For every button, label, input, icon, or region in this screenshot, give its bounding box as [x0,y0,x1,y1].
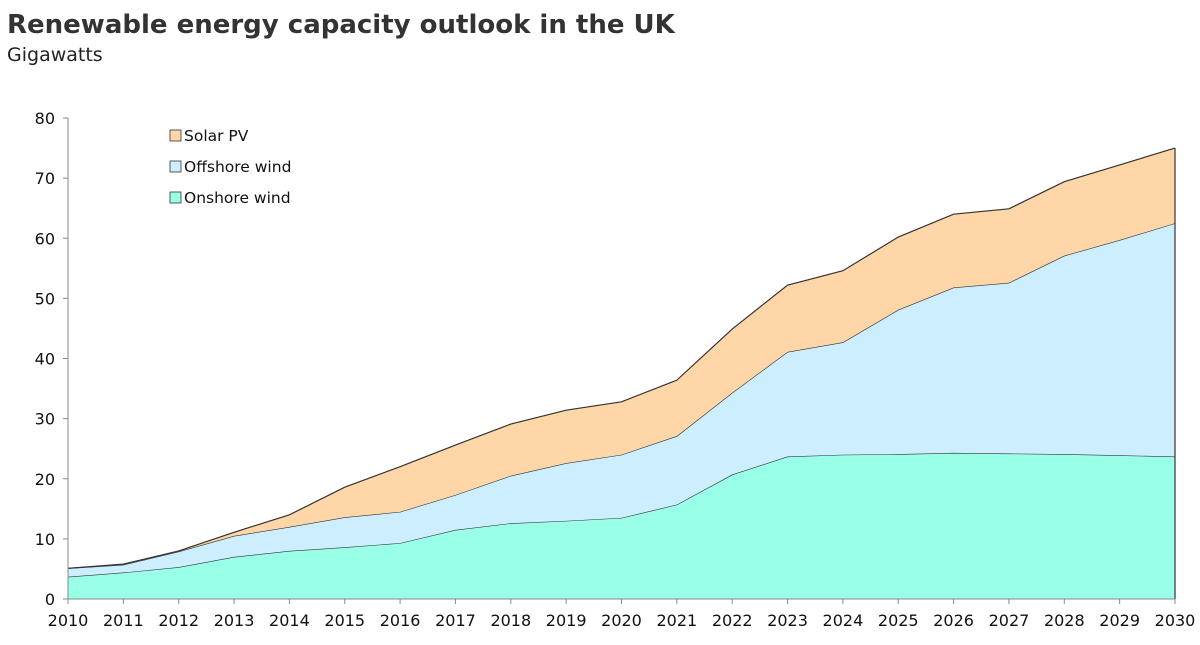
y-tick-label: 80 [35,109,55,128]
x-tick-label: 2018 [490,611,531,630]
y-tick-label: 10 [35,530,55,549]
x-tick-label: 2023 [767,611,808,630]
y-tick-label: 70 [35,169,55,188]
legend-label: Onshore wind [184,189,291,207]
x-tick-label: 2013 [214,611,255,630]
x-tick-label: 2022 [712,611,753,630]
x-tick-label: 2026 [933,611,974,630]
x-tick-label: 2027 [989,611,1030,630]
legend-swatch [169,160,182,173]
chart-title: Renewable energy capacity outlook in the… [7,10,675,40]
x-tick-label: 2012 [158,611,199,630]
area-offshore-wind [68,223,1175,577]
legend-swatch [169,191,182,204]
x-tick-label: 2021 [656,611,697,630]
x-tick-label: 2014 [269,611,310,630]
area-solar-pv [68,148,1175,569]
x-tick-label: 2015 [324,611,365,630]
y-tick-label: 40 [35,350,55,369]
series-line-solar-pv [67,147,1176,569]
x-tick-label: 2024 [823,611,864,630]
legend-label: Solar PV [184,127,249,145]
x-tick-label: 2016 [380,611,421,630]
y-tick-label: 30 [35,410,55,429]
legend-swatch [169,129,182,142]
x-tick-label: 2010 [48,611,89,630]
x-tick-label: 2017 [435,611,476,630]
x-tick-label: 2025 [878,611,919,630]
y-tick-label: 0 [45,590,55,609]
area-onshore-wind [68,452,1175,599]
y-tick-label: 20 [35,470,55,489]
legend-label: Offshore wind [184,158,291,176]
x-tick-label: 2020 [601,611,642,630]
x-tick-label: 2019 [546,611,587,630]
x-tick-label: 2011 [103,611,144,630]
x-tick-label: 2028 [1044,611,1085,630]
x-tick-label: 2030 [1155,611,1196,630]
y-tick-label: 50 [35,289,55,308]
y-tick-label: 60 [35,229,55,248]
x-tick-label: 2029 [1099,611,1140,630]
chart-subtitle: Gigawatts [7,44,103,66]
